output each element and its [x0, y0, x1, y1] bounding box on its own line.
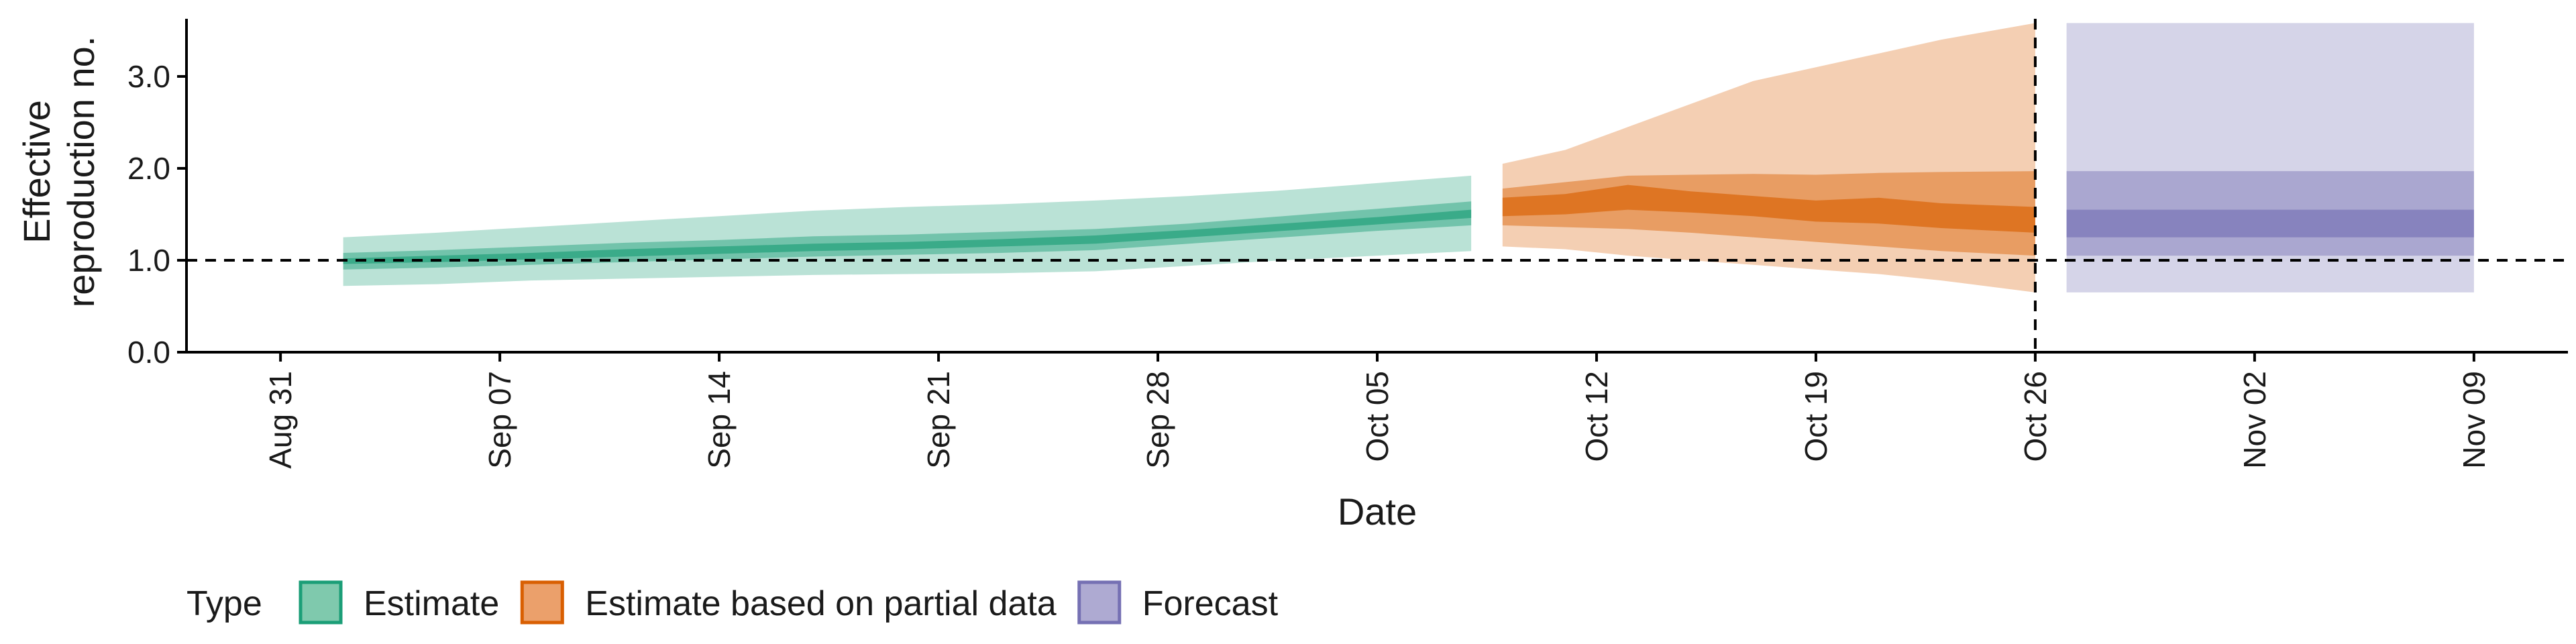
x-tick-label-1: Sep 07: [482, 371, 517, 469]
x-tick-label-6: Oct 12: [1579, 371, 1614, 462]
x-tick-label-2: Sep 14: [702, 371, 737, 469]
ticks: 0.0 1.0 2.0 3.0 Aug 31 Sep 07 Sep 14 Sep 21 Sep …: [127, 59, 2491, 469]
x-tick-label-0: Aug 31: [263, 371, 298, 469]
legend-key-2: [1077, 580, 1122, 625]
x-tick-label-9: Nov 02: [2237, 371, 2272, 469]
uncertainty-bands: [343, 23, 2474, 292]
band-20-series-0: [343, 209, 1472, 264]
band-20-series-2: [2066, 209, 2474, 237]
x-tick-label-8: Oct 26: [2018, 371, 2053, 462]
legend-label-0: Estimate: [364, 584, 499, 623]
x-tick-label-10: Nov 09: [2457, 371, 2491, 469]
band-90-series-1: [1502, 23, 2035, 292]
y-tick-label-0: 0.0: [127, 335, 170, 370]
x-tick-label-4: Sep 28: [1140, 371, 1175, 469]
y-tick-label-1: 1.0: [127, 243, 170, 278]
x-tick-label-7: Oct 19: [1799, 371, 1833, 462]
legend-key-1: [520, 580, 564, 625]
legend-title: Type: [186, 584, 262, 623]
band-90-series-0: [343, 175, 1472, 286]
reference-lines: [186, 19, 2568, 352]
y-tick-label-3: 3.0: [127, 59, 170, 94]
x-axis-title: Date: [1338, 490, 1417, 533]
x-tick-label-3: Sep 21: [921, 371, 956, 469]
y-axis-title-line-2: reproduction no.: [60, 36, 102, 308]
y-axis-title-line-1: Effective: [15, 100, 58, 244]
legend-label-1: Estimate based on partial data: [585, 584, 1057, 623]
band-20-series-1: [1502, 184, 2035, 233]
legend-label-2: Forecast: [1142, 584, 1279, 623]
legend: Type Estimate Estimate based on partial d…: [186, 580, 1279, 625]
x-tick-label-5: Oct 05: [1360, 371, 1395, 462]
legend-key-0: [299, 580, 343, 625]
y-tick-label-2: 2.0: [127, 151, 170, 186]
